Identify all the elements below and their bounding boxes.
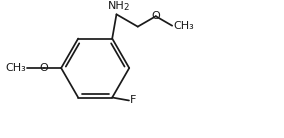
Text: O: O bbox=[40, 63, 49, 73]
Text: CH₃: CH₃ bbox=[5, 63, 26, 73]
Text: O: O bbox=[151, 11, 160, 21]
Text: NH: NH bbox=[108, 1, 125, 11]
Text: F: F bbox=[130, 95, 136, 105]
Text: 2: 2 bbox=[123, 3, 129, 12]
Text: CH₃: CH₃ bbox=[173, 21, 194, 31]
